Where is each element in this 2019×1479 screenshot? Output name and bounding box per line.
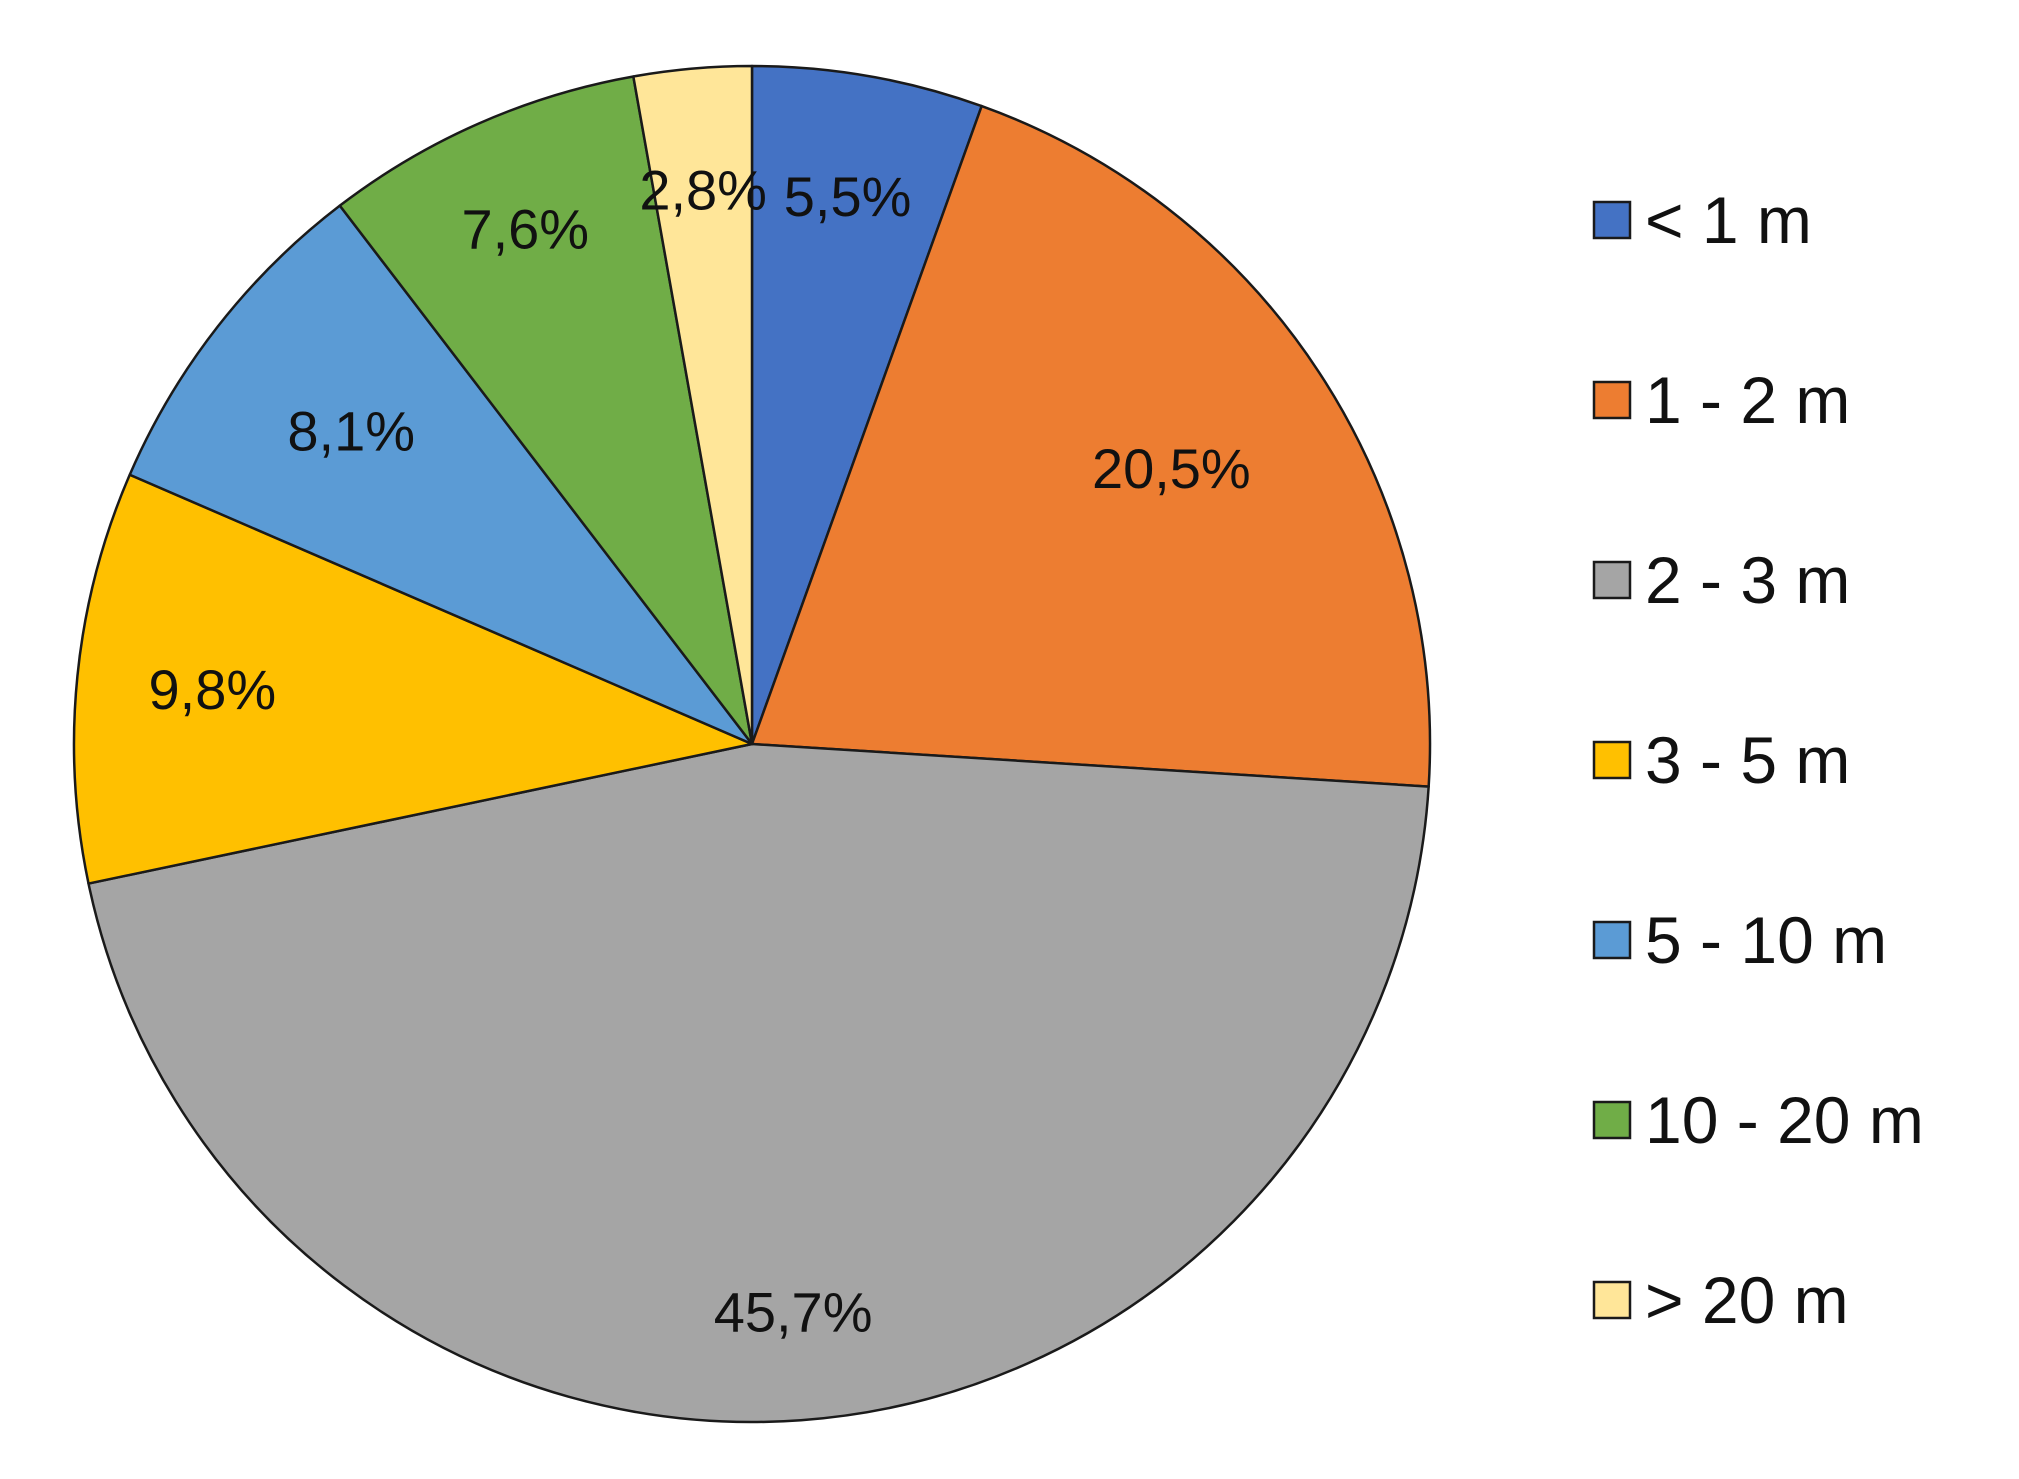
legend-label-3: 2 - 3 m <box>1645 543 1850 617</box>
pie-slice-3 <box>87 742 1430 1424</box>
pie-data-labels: 5,5% 20,5% 45,7% 9,8% 8,1% 7,6% 2,8% <box>149 159 1251 1344</box>
pie-slice-4 <box>72 473 754 885</box>
legend: < 1 m 1 - 2 m 2 - 3 m 3 - 5 m 5 - 10 m 10 - 2… <box>1592 183 1924 1337</box>
data-label-3: 45,7% <box>714 1281 873 1344</box>
legend-swatch-2 <box>1592 380 1632 420</box>
data-label-2: 20,5% <box>1092 437 1251 500</box>
pie-slice-7 <box>632 64 754 746</box>
legend-swatch-6 <box>1592 1100 1632 1140</box>
pie-slice-5 <box>128 204 754 746</box>
legend-swatch-1 <box>1592 200 1632 240</box>
legend-swatch-5 <box>1592 920 1632 960</box>
data-label-5: 8,1% <box>287 400 415 463</box>
legend-label-1: < 1 m <box>1645 183 1812 257</box>
legend-label-2: 1 - 2 m <box>1645 363 1850 437</box>
pie-slice-6 <box>338 75 754 746</box>
legend-label-7: > 20 m <box>1645 1263 1849 1337</box>
data-label-4: 9,8% <box>149 658 277 721</box>
legend-swatch-4 <box>1592 740 1632 780</box>
legend-label-5: 5 - 10 m <box>1645 903 1887 977</box>
pie-slices <box>72 64 1432 1424</box>
legend-label-6: 10 - 20 m <box>1645 1083 1924 1157</box>
legend-swatch-7 <box>1592 1280 1632 1320</box>
data-label-7: 2,8% <box>639 159 767 222</box>
data-label-1: 5,5% <box>784 165 912 228</box>
pie-slice-2 <box>750 104 1432 788</box>
legend-swatch-3 <box>1592 560 1632 600</box>
pie-slice-1 <box>750 64 983 746</box>
legend-label-4: 3 - 5 m <box>1645 723 1850 797</box>
data-label-6: 7,6% <box>461 197 589 260</box>
